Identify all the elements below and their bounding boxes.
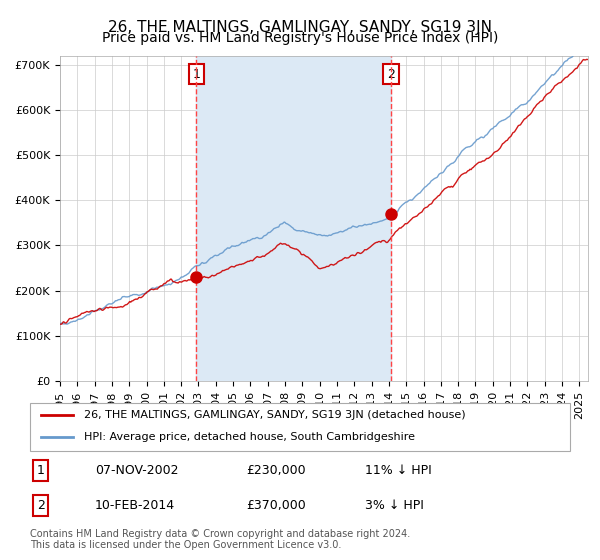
Text: 10-FEB-2014: 10-FEB-2014: [95, 499, 175, 512]
Text: 1: 1: [193, 68, 200, 81]
Text: Contains HM Land Registry data © Crown copyright and database right 2024.: Contains HM Land Registry data © Crown c…: [30, 529, 410, 539]
Text: 07-NOV-2002: 07-NOV-2002: [95, 464, 178, 477]
Text: 11% ↓ HPI: 11% ↓ HPI: [365, 464, 431, 477]
Text: 3% ↓ HPI: 3% ↓ HPI: [365, 499, 424, 512]
Text: 1: 1: [37, 464, 45, 477]
Text: 26, THE MALTINGS, GAMLINGAY, SANDY, SG19 3JN (detached house): 26, THE MALTINGS, GAMLINGAY, SANDY, SG19…: [84, 410, 466, 420]
Text: This data is licensed under the Open Government Licence v3.0.: This data is licensed under the Open Gov…: [30, 540, 341, 550]
Bar: [196, 56, 391, 381]
Text: £370,000: £370,000: [246, 499, 306, 512]
Text: HPI: Average price, detached house, South Cambridgeshire: HPI: Average price, detached house, Sout…: [84, 432, 415, 441]
Text: Price paid vs. HM Land Registry's House Price Index (HPI): Price paid vs. HM Land Registry's House …: [102, 31, 498, 45]
Text: 2: 2: [37, 499, 45, 512]
Text: £230,000: £230,000: [246, 464, 305, 477]
Text: 26, THE MALTINGS, GAMLINGAY, SANDY, SG19 3JN: 26, THE MALTINGS, GAMLINGAY, SANDY, SG19…: [108, 20, 492, 35]
Text: 2: 2: [387, 68, 395, 81]
FancyBboxPatch shape: [30, 403, 570, 451]
